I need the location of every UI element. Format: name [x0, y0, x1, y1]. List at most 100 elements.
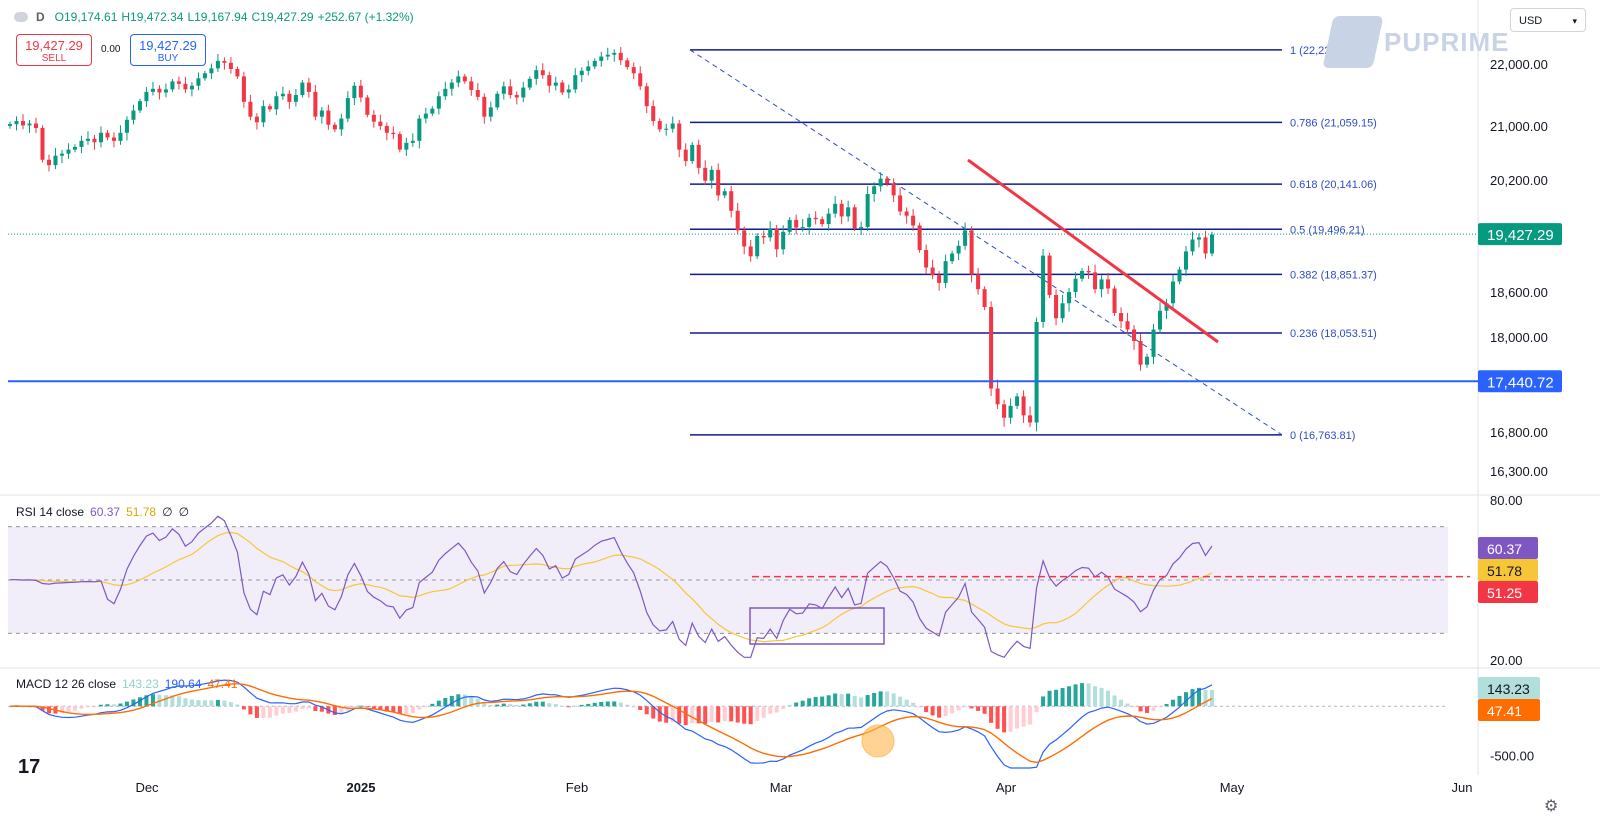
candle	[306, 82, 311, 92]
candle	[1145, 356, 1150, 365]
rsi-na-1: ∅	[162, 505, 173, 519]
timeframe[interactable]: D	[36, 10, 45, 24]
candle	[248, 101, 253, 117]
macd-histogram-bar	[189, 699, 194, 707]
time-tick-label: Mar	[770, 780, 793, 795]
macd-histogram-bar	[469, 696, 474, 707]
candle	[989, 307, 994, 389]
macd-histogram-bar	[690, 706, 695, 724]
macd-histogram-bar	[501, 703, 506, 707]
rsi-ma-badge	[1478, 559, 1538, 581]
candle	[404, 142, 409, 150]
macd-histogram-bar	[482, 703, 487, 707]
macd-histogram-bar	[1190, 689, 1195, 707]
macd-line-value: 190.64	[164, 677, 202, 691]
price-tick-label: 18,600.00	[1490, 285, 1548, 300]
candle	[677, 123, 682, 150]
macd-histogram-bar	[631, 706, 636, 708]
oversold-box	[749, 607, 885, 645]
fib-trend-line	[689, 49, 1283, 436]
macd-histogram-bar	[560, 706, 565, 708]
candle	[92, 138, 97, 143]
buy-button[interactable]: 19,427.29 BUY	[130, 34, 206, 66]
macd-histogram-bar	[800, 700, 805, 707]
rsi-value: 60.37	[90, 505, 121, 519]
price-tick-label: 16,800.00	[1490, 425, 1548, 440]
candle	[508, 86, 513, 95]
candle	[319, 110, 324, 117]
symbol-badge[interactable]	[14, 12, 28, 22]
macd-histogram-bar	[612, 701, 617, 707]
macd-histogram-bar	[1054, 689, 1059, 707]
macd-histogram-bar	[638, 706, 643, 710]
candle	[683, 149, 688, 162]
candle	[1028, 415, 1033, 423]
macd-histogram-bar	[592, 702, 597, 707]
macd-histogram-bar	[735, 706, 740, 723]
macd-histogram-bar	[124, 701, 129, 707]
sell-button[interactable]: 19,427.29 SELL	[16, 34, 92, 66]
macd-histogram-bar	[456, 694, 461, 707]
rsi-ma-badge-label: 51.78	[1487, 563, 1522, 579]
candle	[215, 60, 220, 69]
candle	[937, 275, 942, 283]
macd-histogram-bar	[131, 699, 136, 707]
macd-histogram-bar	[813, 696, 818, 707]
macd-histogram-bar	[833, 693, 838, 707]
candle	[436, 96, 441, 109]
candle	[820, 219, 825, 225]
price-tick-label: 21,000.00	[1490, 119, 1548, 134]
time-tick-label: Feb	[566, 780, 588, 795]
support-price-badge-label: 17,440.72	[1487, 374, 1554, 391]
macd-histogram-bar	[183, 698, 188, 707]
candle	[644, 86, 649, 107]
candle	[222, 60, 227, 63]
macd-histogram-bar	[85, 706, 90, 708]
fib-label: 0.786 (21,059.15)	[1290, 117, 1377, 129]
macd-histogram-bar	[293, 706, 298, 712]
macd-histogram-bar	[248, 706, 253, 715]
macd-histogram-bar	[462, 694, 467, 707]
candle	[176, 81, 181, 84]
candle	[1067, 292, 1072, 304]
rsi-marker-badge	[1478, 581, 1538, 603]
macd-histogram-bar	[1008, 706, 1013, 732]
time-tick-label: May	[1220, 780, 1245, 795]
candle	[885, 178, 890, 184]
rsi-ma-line	[10, 531, 1213, 643]
candle	[254, 116, 259, 123]
price-tick-label: 18,000.00	[1490, 330, 1548, 345]
macd-histogram-bar	[202, 700, 207, 707]
candle	[872, 186, 877, 194]
candle	[1034, 322, 1039, 423]
macd-histogram-bar	[729, 706, 734, 722]
candle	[1164, 303, 1169, 311]
macd-histogram-bar	[995, 706, 1000, 729]
macd-histogram-bar	[397, 706, 402, 715]
macd-histogram-bar	[1158, 706, 1163, 708]
close-value: C19,427.29	[251, 10, 314, 24]
gear-icon[interactable]: ⚙	[1544, 798, 1559, 815]
candle	[53, 155, 58, 166]
fib-label: 0.236 (18,053.51)	[1290, 328, 1377, 340]
candle	[144, 91, 149, 102]
macd-signal-value: 47.41	[207, 677, 238, 691]
candle	[969, 230, 974, 275]
macd-histogram-bar	[605, 701, 610, 707]
candle	[475, 90, 480, 97]
candle	[527, 78, 532, 88]
macd-histogram-bar	[72, 706, 77, 711]
candle	[449, 82, 454, 89]
macd-histogram-bar	[46, 706, 51, 714]
high-value: H19,472.34	[121, 10, 184, 24]
candle	[657, 121, 662, 130]
candle	[27, 123, 32, 126]
currency-select[interactable]: USD ▾	[1510, 8, 1586, 32]
macd-legend: MACD 12 26 close 143.23 190.64 47.41	[16, 677, 237, 691]
candle	[1190, 239, 1195, 252]
macd-histogram-bar	[846, 693, 851, 707]
macd-histogram-bar	[163, 695, 168, 707]
fib-retracement[interactable]: 1 (22,228.62)0.786 (21,059.15)0.618 (20,…	[689, 45, 1377, 442]
tradingview-logo-icon[interactable]: 17	[18, 756, 41, 778]
